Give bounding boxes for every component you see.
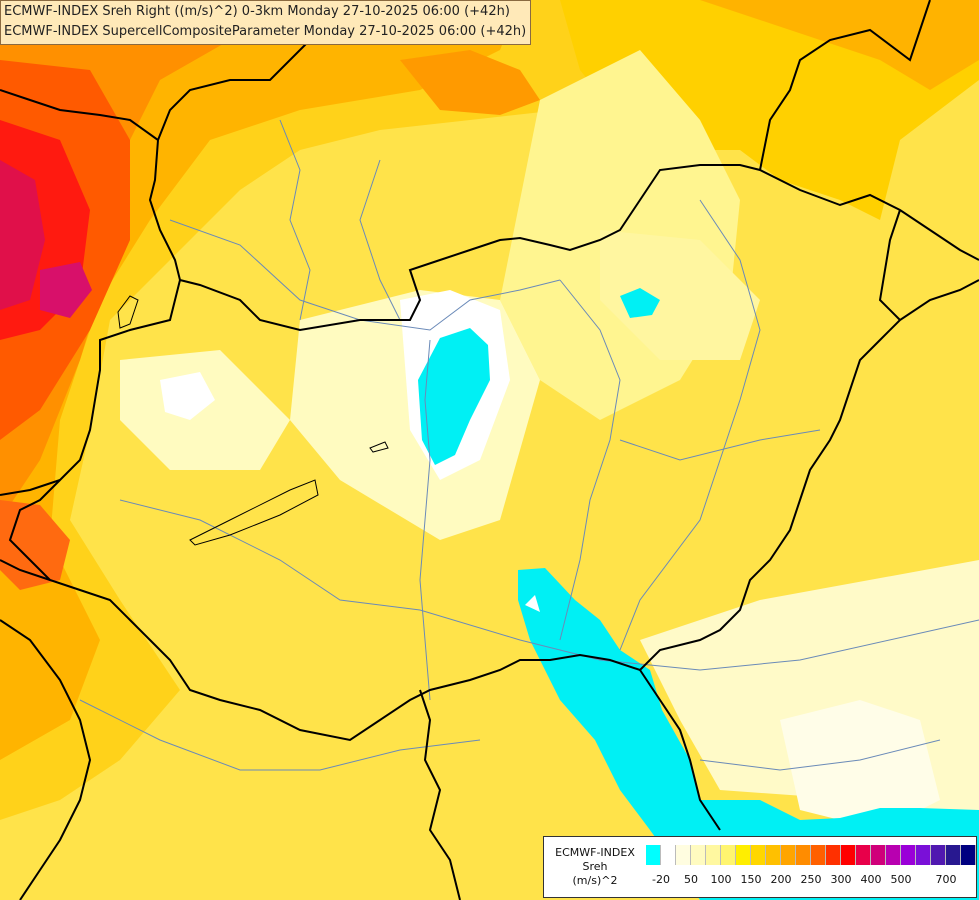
legend-swatch	[721, 845, 736, 865]
legend-swatch	[841, 845, 856, 865]
legend-swatch	[676, 845, 691, 865]
legend-swatch	[766, 845, 781, 865]
legend-tick-label: -20	[652, 873, 670, 886]
legend-tick-label: 100	[710, 873, 732, 886]
legend-tick-label: 150	[740, 873, 762, 886]
legend-tick-label: 250	[800, 873, 822, 886]
legend-swatch	[661, 845, 676, 865]
legend-tick-label: 400	[860, 873, 882, 886]
map-title-sreh: ECMWF-INDEX Sreh Right ((m/s)^2) 0-3km M…	[4, 4, 510, 19]
legend-swatch	[886, 845, 901, 865]
lakes	[117, 295, 389, 546]
legend-tick-label: 50	[684, 873, 698, 886]
legend-swatch	[946, 845, 961, 865]
legend-tick-label: 700	[935, 873, 957, 886]
legend-swatch	[736, 845, 751, 865]
color-legend: ECMWF-INDEX Sreh (m/s)^2 -20 50 100 150 200 2…	[543, 836, 977, 898]
legend-tick-label: 200	[770, 873, 792, 886]
legend-swatch	[931, 845, 946, 865]
legend-title-model: ECMWF-INDEX	[555, 846, 635, 859]
legend-tick-label: 500	[890, 873, 912, 886]
legend-swatch	[961, 845, 976, 865]
legend-swatch	[646, 845, 661, 865]
legend-title-param: Sreh	[582, 860, 608, 873]
legend-swatch	[751, 845, 766, 865]
rivers	[79, 119, 979, 771]
legend-swatch	[826, 845, 841, 865]
cyan-zones	[418, 288, 979, 900]
legend-swatch	[796, 845, 811, 865]
legend-swatch	[856, 845, 871, 865]
legend-tick-label: 300	[830, 873, 852, 886]
legend-swatch	[871, 845, 886, 865]
legend-swatch	[901, 845, 916, 865]
legend-title: ECMWF-INDEX Sreh (m/s)^2	[548, 846, 642, 888]
legend-title-unit: (m/s)^2	[572, 874, 618, 887]
legend-swatch	[811, 845, 826, 865]
legend-swatch	[706, 845, 721, 865]
legend-swatch	[916, 845, 931, 865]
legend-swatch	[781, 845, 796, 865]
legend-swatch	[691, 845, 706, 865]
map-title-box: ECMWF-INDEX Sreh Right ((m/s)^2) 0-3km M…	[0, 0, 532, 45]
map-title-scp: ECMWF-INDEX SupercellCompositeParameter …	[4, 24, 527, 39]
